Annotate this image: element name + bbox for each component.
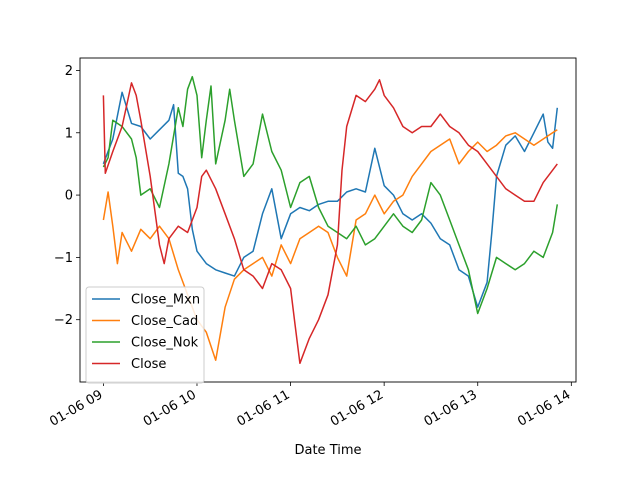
legend-label: Close	[131, 357, 166, 372]
x-tick-label: 01-06 14	[515, 387, 573, 429]
series-line-close	[102, 79, 558, 365]
x-axis-label: Date Time	[294, 443, 361, 458]
x-tick-label: 01-06 11	[234, 387, 292, 429]
series-line-close-cad	[102, 129, 558, 361]
legend-label: Close_Nok	[131, 336, 199, 351]
x-axis: 01-06 09 01-06 10 01-06 11 01-06 12 01-06 13…	[47, 382, 573, 430]
y-tick-label: 1	[65, 126, 73, 141]
x-tick-label: 01-06 13	[422, 387, 480, 429]
series-line-close-mxn	[102, 91, 559, 308]
x-tick-label: 01-06 10	[141, 387, 199, 429]
legend-label: Close_Mxn	[131, 293, 200, 308]
series-layer	[102, 75, 559, 365]
y-tick-label: −1	[54, 251, 73, 266]
y-tick-label: 0	[65, 189, 73, 204]
x-tick-label: 01-06 09	[47, 387, 105, 429]
legend: Close_Mxn Close_Cad Close_Nok Close	[85, 286, 205, 384]
x-tick-label: 01-06 12	[328, 387, 386, 429]
y-axis: −2 −1 0 1 2	[54, 64, 80, 328]
y-tick-label: −2	[54, 313, 73, 328]
legend-label: Close_Cad	[131, 314, 198, 329]
series-line-close-nok	[102, 75, 559, 315]
y-tick-label: 2	[65, 64, 73, 79]
legend-box	[85, 286, 205, 384]
